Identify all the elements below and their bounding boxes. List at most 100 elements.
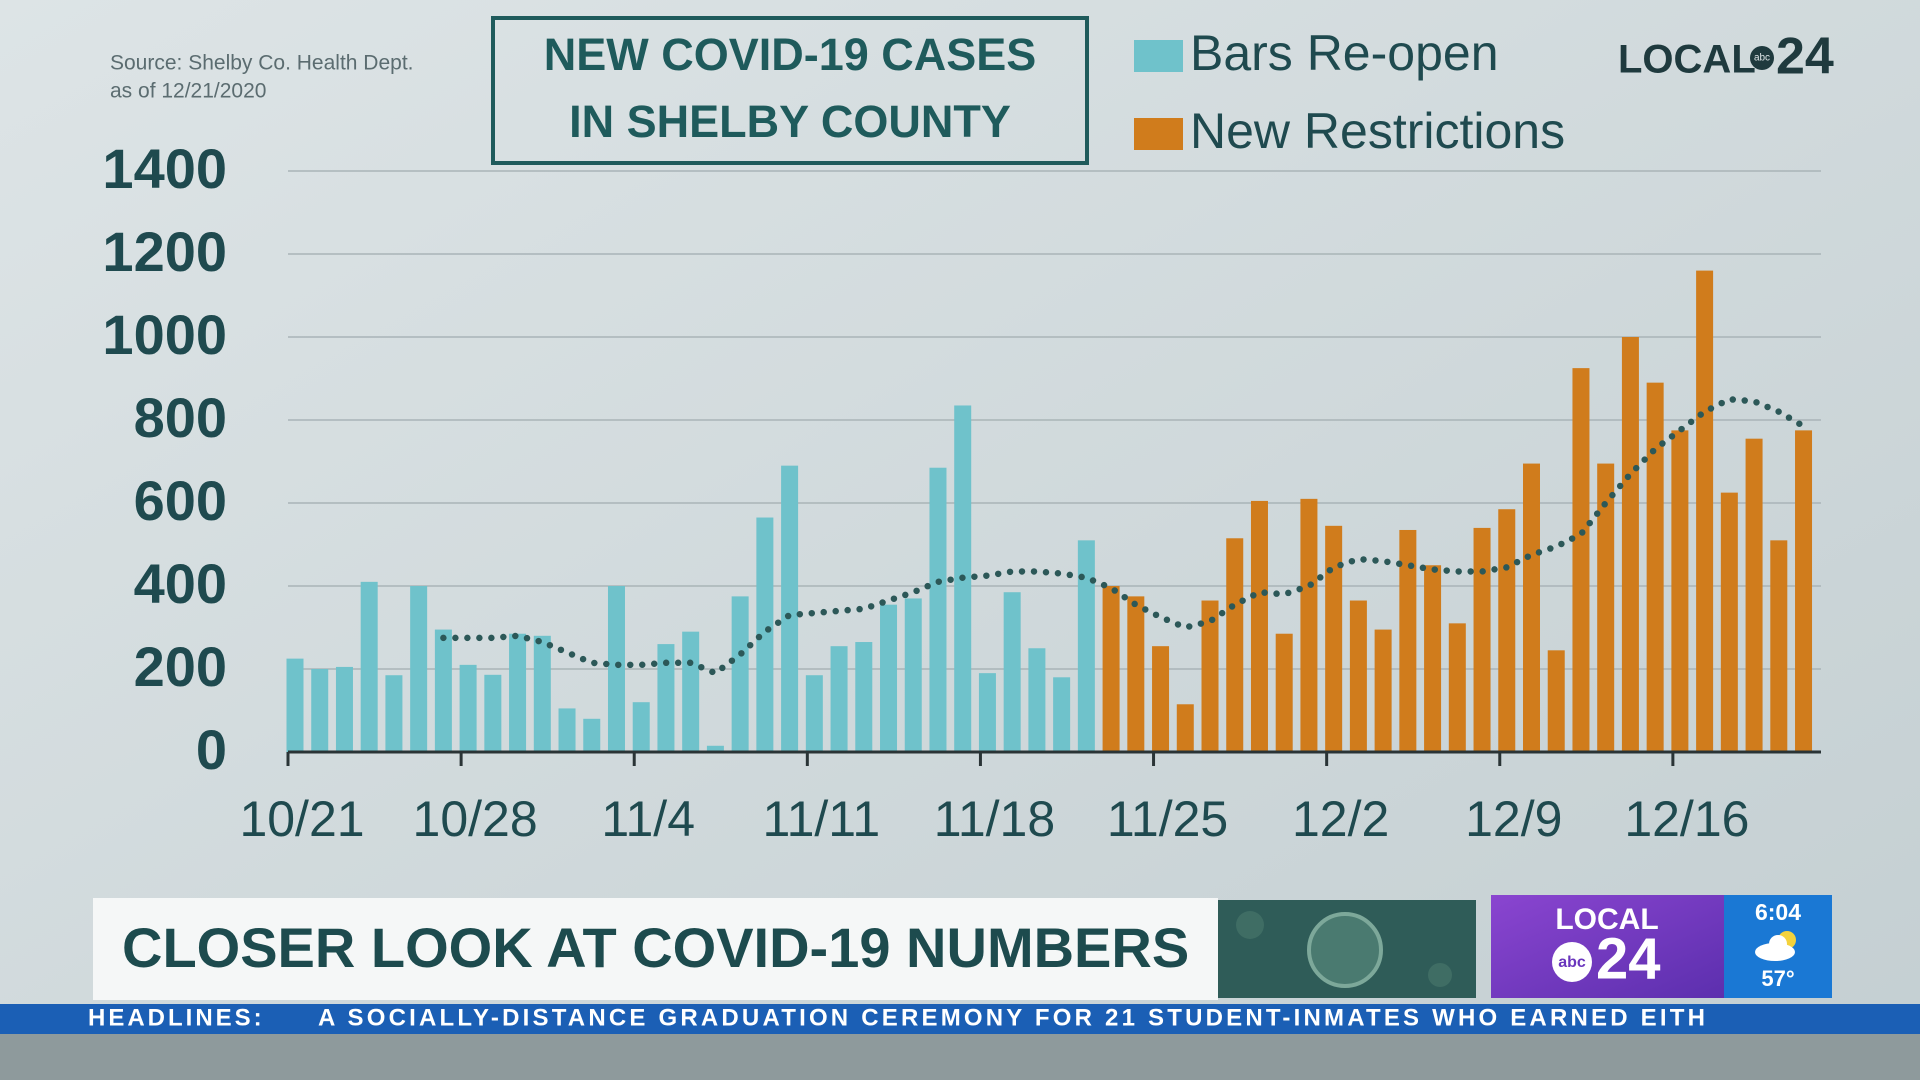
legend-swatch [1134,40,1183,72]
thumbnail [1218,900,1476,998]
station-box [1491,895,1724,998]
bar [1152,646,1170,752]
y-tick-label: 400 [134,552,227,615]
bar [1028,648,1046,752]
bar [632,702,650,752]
y-tick-label: 1000 [102,303,227,366]
bar [410,586,428,752]
headline: CLOSER LOOK AT COVID-19 NUMBERS [122,916,1189,979]
bar [1250,500,1268,752]
bar [1325,525,1343,752]
y-tick-label: 1400 [102,137,227,200]
logo-network: abc [1754,53,1770,64]
bar [929,467,947,752]
bar [1770,540,1788,752]
bar [583,718,601,752]
bar [781,465,799,752]
chart-title: NEW COVID-19 CASES [544,29,1037,80]
legend-label: New Restrictions [1190,103,1565,159]
bar [904,598,922,752]
bar [830,646,848,752]
logo: LOCAL abc 24 [1618,28,1834,86]
bar [805,675,823,752]
legend-swatch [1134,118,1183,150]
y-tick-label: 600 [134,469,227,532]
station-number: 24 [1596,926,1661,991]
bar [1349,600,1367,752]
y-tick-label: 1200 [102,220,227,283]
bar [1473,527,1491,752]
bar [1374,629,1392,752]
x-tick-label: 11/25 [1107,791,1228,847]
bar [1300,498,1318,752]
bar [1275,633,1293,752]
virus-small [1236,911,1264,939]
bar [1547,650,1565,752]
ticker-text: A SOCIALLY-DISTANCE GRADUATION CEREMONY … [318,1004,1708,1031]
bar [1498,509,1516,752]
bar [1597,463,1615,752]
bar [1424,565,1442,752]
x-tick-label: 12/9 [1465,791,1562,847]
trend-line [440,395,1807,677]
ticker-bar [0,1004,1920,1034]
bottom-strip [0,1034,1920,1080]
ticker-label: HEADLINES: [88,1004,265,1031]
bar [385,675,403,752]
bar [682,631,700,752]
y-tick-label: 200 [134,635,227,698]
bar [657,644,675,752]
bar [1077,540,1095,752]
bar [484,674,502,752]
bar [1003,592,1021,752]
bar [1671,430,1689,752]
bar [1572,368,1590,752]
source-text: Source: Shelby Co. Health Dept. [110,52,414,75]
bar [1053,677,1071,752]
x-tick-label: 11/11 [762,791,880,847]
bar [1201,600,1219,752]
station-network: abc [1558,954,1586,971]
bar [1646,382,1664,752]
station-name: LOCAL [1555,903,1658,936]
bar [1696,270,1714,752]
x-tick-label: 11/4 [601,791,695,847]
weather-icon [1755,931,1796,961]
y-tick-label: 0 [196,718,227,781]
title-box [491,16,1089,165]
bar [1745,438,1763,752]
bar [1720,492,1738,752]
bar [1399,529,1417,752]
x-tick-label: 12/16 [1624,791,1749,847]
bar [1523,463,1540,752]
logo-text: LOCAL [1618,38,1756,82]
bar [1127,596,1145,752]
bar [558,708,576,752]
bar [533,635,551,752]
logo-circle [1750,46,1774,70]
bar [286,658,304,752]
bar [731,596,749,752]
headline-banner [93,898,1218,1000]
bar [459,664,477,752]
station-circle [1552,942,1592,982]
bar [311,669,329,752]
bar [978,673,996,752]
temperature: 57° [1761,966,1794,991]
bar [360,581,378,752]
chart-title: IN SHELBY COUNTY [569,96,1011,147]
x-tick-label: 10/21 [239,791,364,847]
legend-label: Bars Re-open [1190,25,1499,81]
x-tick-label: 10/28 [413,791,538,847]
bar [1102,586,1120,752]
bar [706,745,724,752]
bar [855,642,873,752]
bar [756,517,774,752]
bar [434,629,452,752]
y-tick-label: 800 [134,386,227,449]
cloud [1769,935,1787,953]
bar [1795,430,1813,752]
ticker: HEADLINES: A SOCIALLY-DISTANCE GRADUATIO… [88,1004,1708,1031]
